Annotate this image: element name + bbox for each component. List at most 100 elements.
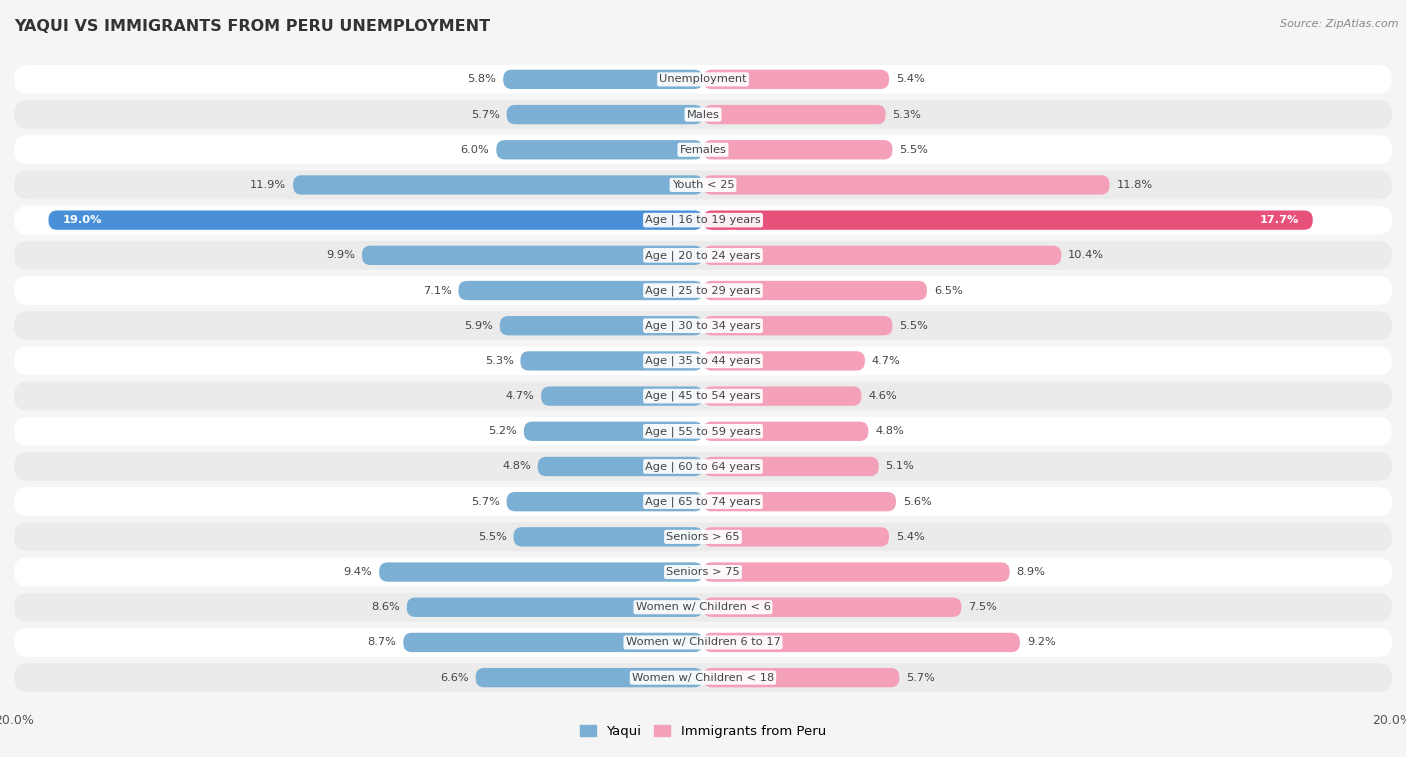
Text: 5.3%: 5.3% (485, 356, 513, 366)
FancyBboxPatch shape (703, 633, 1019, 652)
FancyBboxPatch shape (524, 422, 703, 441)
FancyBboxPatch shape (14, 241, 1392, 269)
Text: Age | 20 to 24 years: Age | 20 to 24 years (645, 250, 761, 260)
FancyBboxPatch shape (513, 527, 703, 547)
FancyBboxPatch shape (14, 136, 1392, 164)
FancyBboxPatch shape (404, 633, 703, 652)
Text: Unemployment: Unemployment (659, 74, 747, 84)
Text: 5.8%: 5.8% (467, 74, 496, 84)
FancyBboxPatch shape (506, 492, 703, 511)
Text: 8.9%: 8.9% (1017, 567, 1045, 577)
FancyBboxPatch shape (703, 176, 1109, 195)
FancyBboxPatch shape (14, 452, 1392, 481)
Text: Age | 55 to 59 years: Age | 55 to 59 years (645, 426, 761, 437)
FancyBboxPatch shape (406, 597, 703, 617)
FancyBboxPatch shape (703, 281, 927, 301)
FancyBboxPatch shape (541, 386, 703, 406)
FancyBboxPatch shape (520, 351, 703, 371)
Text: 5.5%: 5.5% (900, 321, 928, 331)
Text: 11.8%: 11.8% (1116, 180, 1153, 190)
FancyBboxPatch shape (14, 417, 1392, 446)
FancyBboxPatch shape (14, 593, 1392, 621)
Text: 6.0%: 6.0% (461, 145, 489, 154)
Text: 11.9%: 11.9% (250, 180, 287, 190)
Text: 5.7%: 5.7% (907, 673, 935, 683)
Text: Age | 35 to 44 years: Age | 35 to 44 years (645, 356, 761, 366)
Text: 4.8%: 4.8% (502, 462, 531, 472)
Text: Age | 60 to 64 years: Age | 60 to 64 years (645, 461, 761, 472)
FancyBboxPatch shape (14, 276, 1392, 305)
FancyBboxPatch shape (475, 668, 703, 687)
FancyBboxPatch shape (703, 492, 896, 511)
Text: 5.6%: 5.6% (903, 497, 932, 506)
Text: 19.0%: 19.0% (62, 215, 101, 225)
FancyBboxPatch shape (506, 105, 703, 124)
FancyBboxPatch shape (14, 347, 1392, 375)
FancyBboxPatch shape (48, 210, 703, 230)
FancyBboxPatch shape (14, 170, 1392, 199)
Text: Seniors > 65: Seniors > 65 (666, 532, 740, 542)
Text: 9.4%: 9.4% (343, 567, 373, 577)
FancyBboxPatch shape (703, 210, 1313, 230)
FancyBboxPatch shape (703, 316, 893, 335)
FancyBboxPatch shape (703, 422, 869, 441)
FancyBboxPatch shape (14, 206, 1392, 235)
Text: Source: ZipAtlas.com: Source: ZipAtlas.com (1281, 19, 1399, 29)
FancyBboxPatch shape (14, 65, 1392, 94)
FancyBboxPatch shape (14, 311, 1392, 340)
Text: Age | 45 to 54 years: Age | 45 to 54 years (645, 391, 761, 401)
Text: 8.6%: 8.6% (371, 603, 399, 612)
Text: 5.3%: 5.3% (893, 110, 921, 120)
Text: 10.4%: 10.4% (1069, 251, 1104, 260)
FancyBboxPatch shape (703, 386, 862, 406)
FancyBboxPatch shape (380, 562, 703, 581)
FancyBboxPatch shape (703, 246, 1062, 265)
Text: Seniors > 75: Seniors > 75 (666, 567, 740, 577)
Text: YAQUI VS IMMIGRANTS FROM PERU UNEMPLOYMENT: YAQUI VS IMMIGRANTS FROM PERU UNEMPLOYME… (14, 19, 491, 34)
FancyBboxPatch shape (496, 140, 703, 160)
Text: 9.2%: 9.2% (1026, 637, 1056, 647)
FancyBboxPatch shape (703, 70, 889, 89)
FancyBboxPatch shape (14, 100, 1392, 129)
FancyBboxPatch shape (703, 668, 900, 687)
Text: Males: Males (686, 110, 720, 120)
Text: Women w/ Children < 18: Women w/ Children < 18 (631, 673, 775, 683)
FancyBboxPatch shape (499, 316, 703, 335)
FancyBboxPatch shape (703, 456, 879, 476)
FancyBboxPatch shape (14, 628, 1392, 657)
Text: 6.5%: 6.5% (934, 285, 963, 295)
FancyBboxPatch shape (703, 140, 893, 160)
FancyBboxPatch shape (703, 105, 886, 124)
Text: 4.6%: 4.6% (869, 391, 897, 401)
Text: 5.7%: 5.7% (471, 110, 499, 120)
FancyBboxPatch shape (503, 70, 703, 89)
Text: Women w/ Children 6 to 17: Women w/ Children 6 to 17 (626, 637, 780, 647)
FancyBboxPatch shape (14, 663, 1392, 692)
FancyBboxPatch shape (703, 527, 889, 547)
Text: 8.7%: 8.7% (367, 637, 396, 647)
Text: Youth < 25: Youth < 25 (672, 180, 734, 190)
Text: 5.2%: 5.2% (488, 426, 517, 436)
Text: 9.9%: 9.9% (326, 251, 356, 260)
Text: 7.1%: 7.1% (423, 285, 451, 295)
FancyBboxPatch shape (14, 522, 1392, 551)
Text: Females: Females (679, 145, 727, 154)
FancyBboxPatch shape (292, 176, 703, 195)
Text: 5.4%: 5.4% (896, 532, 925, 542)
Text: 6.6%: 6.6% (440, 673, 468, 683)
FancyBboxPatch shape (458, 281, 703, 301)
Text: Women w/ Children < 6: Women w/ Children < 6 (636, 603, 770, 612)
Legend: Yaqui, Immigrants from Peru: Yaqui, Immigrants from Peru (575, 719, 831, 743)
FancyBboxPatch shape (703, 351, 865, 371)
FancyBboxPatch shape (703, 562, 1010, 581)
Text: 4.8%: 4.8% (875, 426, 904, 436)
FancyBboxPatch shape (14, 558, 1392, 587)
Text: 4.7%: 4.7% (872, 356, 900, 366)
Text: Age | 16 to 19 years: Age | 16 to 19 years (645, 215, 761, 226)
Text: 5.4%: 5.4% (896, 74, 925, 84)
FancyBboxPatch shape (703, 597, 962, 617)
Text: 4.7%: 4.7% (506, 391, 534, 401)
Text: Age | 65 to 74 years: Age | 65 to 74 years (645, 497, 761, 507)
Text: 7.5%: 7.5% (969, 603, 997, 612)
Text: Age | 30 to 34 years: Age | 30 to 34 years (645, 320, 761, 331)
